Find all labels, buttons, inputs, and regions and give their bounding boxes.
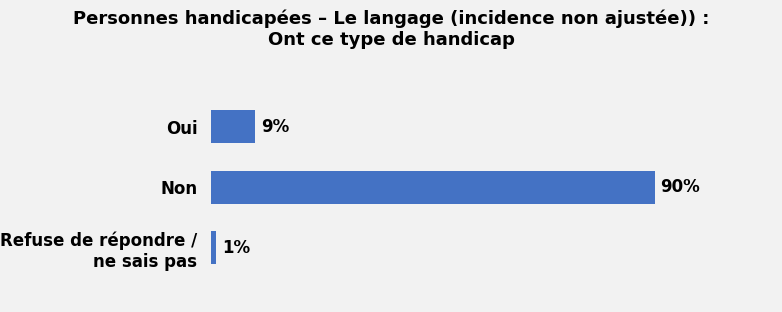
Bar xyxy=(211,171,655,204)
Text: 90%: 90% xyxy=(661,178,700,196)
Bar xyxy=(211,231,216,264)
Bar xyxy=(211,110,256,143)
Text: Personnes handicapées – Le langage (incidence non ajustée)) :
Ont ce type de han: Personnes handicapées – Le langage (inci… xyxy=(73,9,709,49)
Text: 1%: 1% xyxy=(222,239,250,257)
Text: 9%: 9% xyxy=(261,118,289,136)
